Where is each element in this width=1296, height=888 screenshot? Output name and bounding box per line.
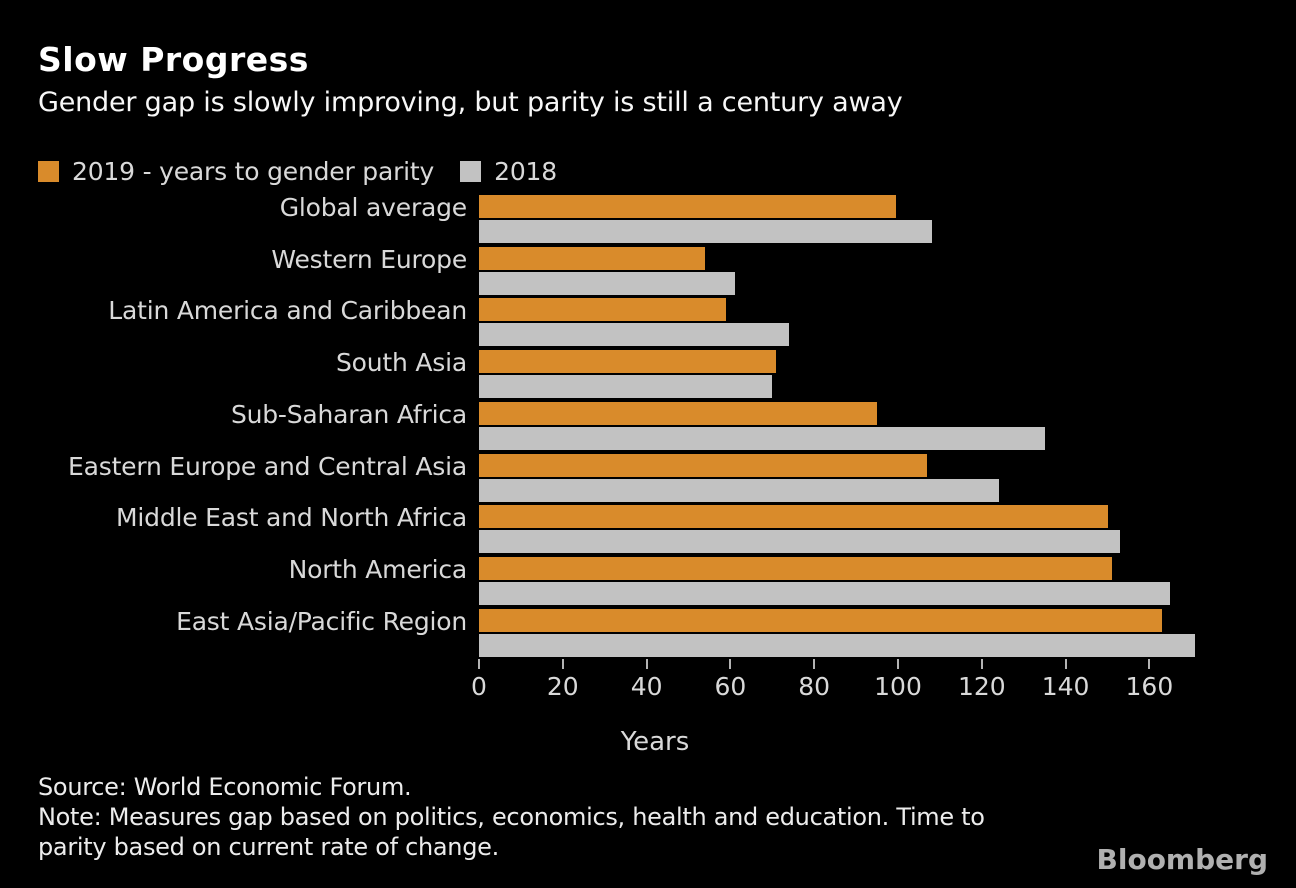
axis-tick [645,659,648,669]
category-label: Latin America and Caribbean [108,296,467,326]
bar-2019 [479,401,878,425]
bar-2019 [479,608,1162,632]
bar-2018 [479,323,790,347]
bar-2018 [479,633,1196,657]
axis-tick [561,659,564,669]
bar-2019 [479,505,1108,529]
bloomberg-logo: Bloomberg [1096,843,1268,876]
legend-label-2018: 2018 [494,157,557,186]
axis-tick [813,659,816,669]
axis-tick-label: 100 [874,672,922,701]
bar-2018 [479,271,735,295]
category-label: North America [288,554,468,584]
source-text: Source: World Economic Forum. [38,773,412,801]
bar-2019 [479,453,928,477]
axis-tick-label: 0 [471,672,487,701]
bar-2019 [479,246,706,270]
bar-2019 [479,298,727,322]
category-label: East Asia/Pacific Region [176,606,467,636]
category-label: Global average [279,193,467,222]
axis-tick-label: 20 [546,672,579,701]
legend-item-2019: 2019 - years to gender parity [38,157,434,186]
x-axis-label: Years [620,727,690,757]
bar-2019 [479,350,777,374]
category-label: Eastern Europe and Central Asia [68,451,467,481]
axis-tick [980,659,983,669]
note-text: Note: Measures gap based on politics, ec… [38,803,985,861]
bar-2018 [479,530,1121,554]
bar-2018 [479,478,999,502]
category-label: Western Europe [271,244,467,274]
axis-tick [729,659,732,669]
bar-2018 [479,581,1171,605]
legend-label-2019: 2019 - years to gender parity [72,157,435,186]
category-label: South Asia [336,348,467,378]
chart-legend: 2019 - years to gender parity 2018 [38,157,557,186]
legend-swatch-2018-icon [460,161,482,182]
axis-tick-label: 60 [714,672,747,701]
bar-2018 [479,220,932,243]
legend-item-2018: 2018 [460,157,557,186]
legend-swatch-2019-icon [38,161,59,182]
bar-2018 [479,426,1045,450]
category-label: Sub-Saharan Africa [230,399,467,429]
category-label: Middle East and North Africa [116,503,467,533]
axis-tick [897,659,899,669]
axis-tick [478,659,480,669]
bar-2019 [479,556,1112,580]
axis-tick-label: 160 [1125,672,1174,701]
chart-subtitle: Gender gap is slowly improving, but pari… [38,87,903,118]
bar-2018 [479,375,773,399]
axis-tick [1148,659,1151,669]
axis-tick-label: 140 [1041,672,1090,701]
axis-tick-label: 120 [957,672,1006,701]
axis-tick [1064,659,1067,669]
chart-title: Slow Progress [38,40,309,79]
axis-tick-label: 80 [798,672,831,701]
axis-tick-label: 40 [630,672,663,701]
footer: Source: World Economic Forum. Note: Meas… [38,772,1058,862]
bar-2019 [479,195,896,218]
